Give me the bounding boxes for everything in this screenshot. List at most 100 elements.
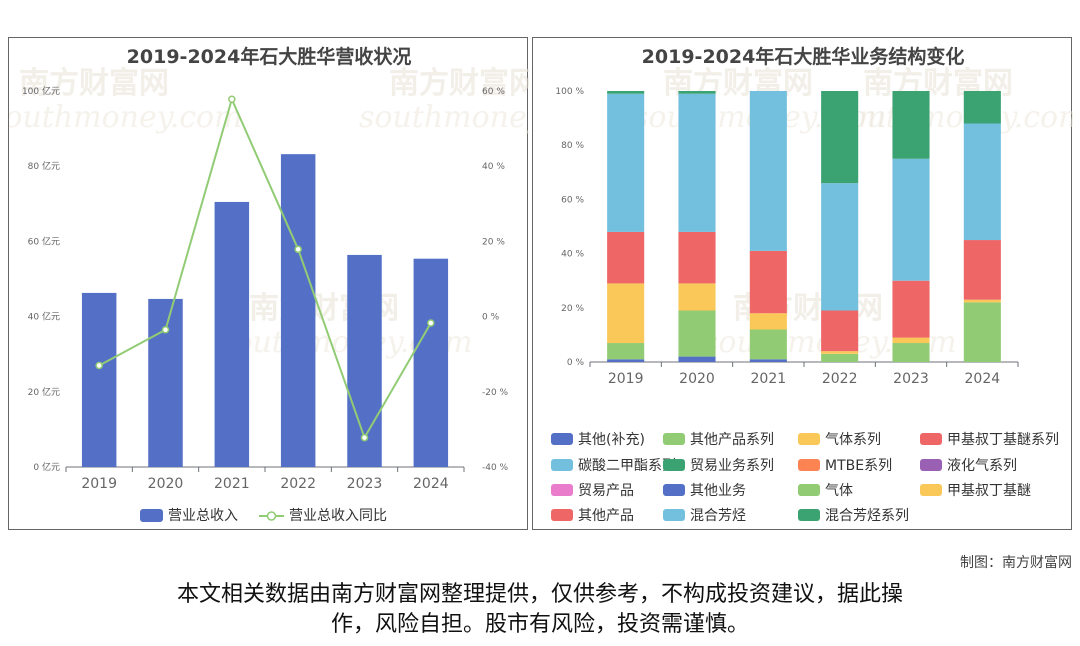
legend-swatch: [798, 484, 820, 496]
yoy-point-2023: [360, 433, 369, 442]
legend-label: 气体: [825, 483, 853, 499]
legend-label: 贸易产品: [578, 483, 634, 499]
revenue-bar-2024: [413, 258, 449, 467]
y-left-tick-label: 0 亿元: [33, 461, 60, 473]
segment-2019-14: [607, 91, 645, 94]
watermark-brand: 南方财富网: [389, 66, 529, 101]
segment-2021-10: [749, 329, 787, 360]
watermark-url: southmoney.com: [359, 100, 529, 135]
legend-label: 混合芳烃: [690, 507, 746, 524]
legend-label: MTBE系列: [825, 458, 892, 474]
legend-swatch: [663, 509, 685, 521]
legend-label: 气体系列: [825, 432, 881, 448]
business-structure-chart-panel: 2019-2024年石大胜华业务结构变化 南方财富网southmoney.com…: [532, 37, 1073, 530]
segment-2019-10: [607, 343, 645, 360]
disclaimer: 本文相关数据由南方财富网整理提供，仅供参考，不构成投资建议，据此操 作，风险自担…: [0, 580, 1080, 640]
x-category-label: 2024: [413, 476, 449, 492]
segment-2022-13: [821, 183, 859, 311]
legend-label: 碳酸二甲酯系列: [578, 458, 676, 474]
segment-2023-12: [892, 280, 930, 338]
revenue-bar-2019: [81, 292, 117, 467]
legend-yoy-swatch-dot: [266, 511, 277, 521]
y-right-tick-label: -20 %: [482, 388, 509, 398]
segment-2023-14: [892, 91, 930, 159]
x-category-label: 2022: [280, 476, 316, 492]
disclaimer-line-2: 作，风险自担。股市有风险，投资需谨慎。: [330, 612, 749, 637]
legend-label: 甲基叔丁基醚系列: [947, 431, 1059, 448]
segment-2024-13: [963, 123, 1001, 241]
segment-2024-11: [963, 299, 1001, 303]
legend-swatch: [663, 484, 685, 496]
legend-label: 混合芳烃系列: [825, 507, 909, 524]
yoy-point-2021: [228, 95, 236, 104]
business-structure-chart: 2019-2024年石大胜华业务结构变化 南方财富网southmoney.com…: [551, 45, 1073, 524]
x-category-label: 2023: [893, 371, 929, 387]
x-category-label: 2024: [965, 371, 1001, 387]
segment-2019-13: [607, 93, 645, 232]
revenue-chart: 2019-2024年石大胜华营收状况 南方财富网southmoney.com南方…: [9, 45, 529, 524]
legend-label: 甲基叔丁基醚: [947, 482, 1031, 499]
y-tick-label: 100 %: [555, 87, 584, 97]
y-left-tick-label: 20 亿元: [28, 386, 60, 398]
legend-swatch: [798, 509, 820, 521]
x-category-label: 2022: [822, 371, 858, 387]
segment-2022-14: [821, 91, 859, 184]
segment-2019-12: [607, 231, 645, 284]
legend-label: 其他(补充): [578, 432, 645, 448]
y-left-tick-label: 60 亿元: [28, 235, 60, 247]
legend-swatch: [798, 459, 820, 471]
x-category-label: 2019: [81, 476, 117, 492]
y-left-tick-label: 100 亿元: [22, 85, 60, 97]
segment-2020-0: [678, 356, 716, 362]
watermark-url: southmoney.com: [833, 100, 1073, 135]
y-right-tick-label: 60 %: [482, 87, 505, 97]
segment-2020-5: [678, 91, 716, 94]
segment-2024-14: [963, 91, 1001, 124]
watermark-brand: 南方财富网: [19, 66, 169, 101]
y-left-tick-label: 40 亿元: [28, 311, 60, 323]
legend-swatch: [920, 459, 942, 471]
watermark-url: southmoney.com: [9, 100, 243, 135]
legend-revenue-label: 营业总收入: [168, 508, 238, 524]
legend-label: 其他产品系列: [690, 432, 774, 448]
revenue-bar-2023: [347, 254, 382, 467]
segment-2020-3: [678, 231, 716, 284]
segment-2024-12: [963, 240, 1001, 300]
yoy-point-2020: [161, 326, 170, 334]
y-right-tick-label: 40 %: [482, 162, 505, 172]
x-category-label: 2020: [148, 476, 184, 492]
segment-2021-13: [749, 91, 787, 251]
legend-swatch: [920, 433, 942, 445]
legend-swatch: [551, 459, 573, 471]
y-right-tick-label: -40 %: [482, 463, 509, 473]
chart-credit: 制图：南方财富网: [960, 555, 1072, 571]
revenue-chart-panel: 2019-2024年石大胜华营收状况 南方财富网 southmoney.com 南方…: [8, 37, 529, 530]
yoy-point-2024: [427, 319, 435, 327]
legend-swatch: [920, 484, 942, 496]
segment-2022-10: [821, 353, 859, 362]
segment-2022-12: [821, 310, 859, 352]
legend-label: 液化气系列: [947, 458, 1017, 474]
legend-swatch: [551, 484, 573, 496]
segment-2023-13: [892, 158, 930, 281]
y-tick-label: 80 %: [561, 141, 584, 151]
legend-label: 其他产品: [578, 508, 634, 524]
y-left-tick-label: 80 亿元: [28, 160, 60, 172]
legend-revenue-swatch: [140, 509, 163, 522]
segment-2019-11: [607, 283, 645, 344]
legend-yoy-label: 营业总收入同比: [289, 508, 387, 524]
segment-2020-2: [678, 283, 716, 311]
legend-swatch: [798, 433, 820, 445]
legend-swatch: [551, 509, 573, 521]
revenue-chart-title: 2019-2024年石大胜华营收状况: [127, 45, 412, 68]
segment-2019-0: [607, 359, 645, 362]
x-category-label: 2019: [608, 371, 644, 387]
legend-label: 其他业务: [690, 483, 746, 499]
x-category-label: 2023: [347, 476, 383, 492]
revenue-bar-2021: [214, 201, 250, 468]
x-category-label: 2021: [214, 476, 250, 492]
y-tick-label: 40 %: [561, 250, 584, 260]
x-category-label: 2020: [679, 371, 715, 387]
business-structure-chart-title: 2019-2024年石大胜华业务结构变化: [642, 45, 965, 68]
yoy-point-2019: [95, 361, 103, 370]
